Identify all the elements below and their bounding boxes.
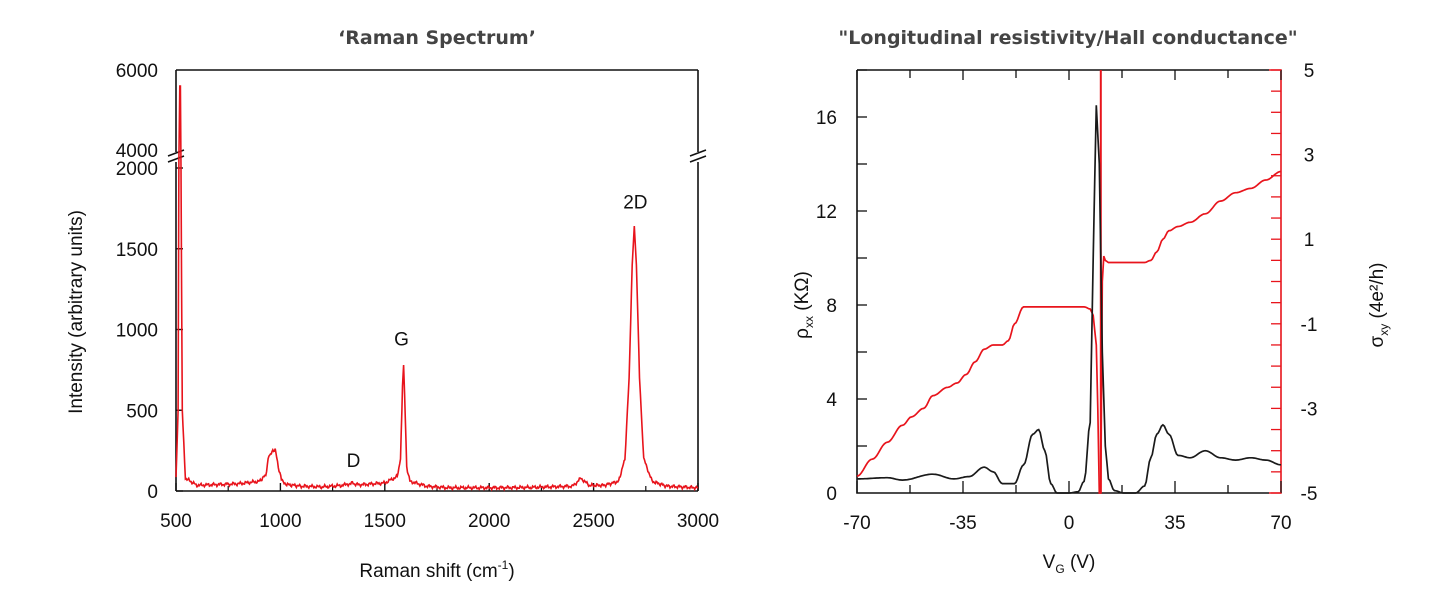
raman-xlabel: Raman shift (cm-1) [359,558,514,582]
axis-break-right [689,149,707,163]
transport-axes-frame [856,69,1269,494]
x-tick-label: -35 [949,513,976,534]
raman-chart: ‘Raman Spectrum’ 500 1000 1500 2000 2500 3000… [66,27,719,582]
y-left-tick-label: 4 [826,390,837,411]
transport-title: "Longitudinal resistivity/Hall conductan… [838,27,1297,49]
y-tick-label: 6000 [116,61,158,82]
hall-conductance-line [856,170,1282,494]
y-right-tick-label: 1 [1304,230,1315,251]
longitudinal-resistivity-line [857,105,1282,494]
y-right-tick-label: -5 [1301,484,1318,505]
peak-label-g: G [394,330,409,351]
y-right-tick-label: 5 [1304,61,1315,82]
y-tick-label: 0 [147,482,158,503]
raman-axes-frame [175,69,699,492]
raman-title: ‘Raman Spectrum’ [338,27,536,49]
x-tick-label: 0 [1064,513,1075,534]
y-tick-label: 500 [126,401,158,422]
y-tick-label: 1500 [116,240,158,261]
y-tick-label: 4000 [116,141,158,162]
y-right-tick-label: -1 [1301,315,1318,336]
y-right-tick-label: -3 [1301,399,1318,420]
axis-break-gap [692,152,704,162]
x-tick-label: 2500 [572,511,614,532]
y-left-tick-label: 0 [826,484,837,505]
peak-label-d: D [347,451,361,472]
x-tick-label: 1000 [259,511,301,532]
transport-chart: "Longitudinal resistivity/Hall conductan… [792,27,1391,576]
transport-ylabel-left: ρxx (KΩ) [792,271,816,339]
x-tick-label: -70 [843,513,870,534]
x-tick-label: 2000 [468,511,510,532]
transport-ylabel-right: σxy (4e²/h) [1367,263,1391,348]
y-left-tick-label: 16 [816,108,837,129]
y-right-tick-label: 3 [1304,146,1315,167]
y-left-tick-label: 12 [816,202,837,223]
y-left-tick-label: 8 [826,296,837,317]
raman-spectrum-line [175,85,699,492]
x-tick-label: 500 [160,511,192,532]
peak-label-2d: 2D [623,192,647,213]
x-tick-label: 70 [1270,513,1291,534]
y-tick-label: 2000 [116,159,158,180]
x-tick-label: 3000 [677,511,719,532]
axis-break-gap [170,152,182,162]
x-tick-label: 35 [1164,513,1185,534]
x-tick-label: 1500 [364,511,406,532]
transport-xlabel: VG (V) [1043,552,1096,576]
raman-ylabel: Intensity (arbitrary units) [66,210,87,414]
y-tick-label: 1000 [116,321,158,342]
